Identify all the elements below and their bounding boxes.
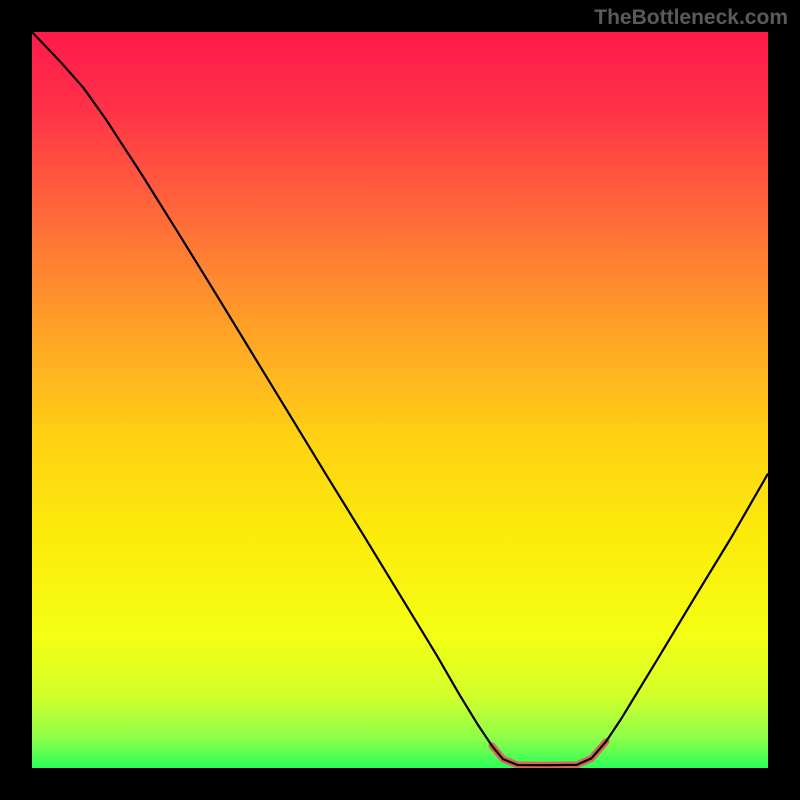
watermark: TheBottleneck.com	[594, 6, 788, 30]
chart-svg	[32, 32, 768, 768]
chart-container: TheBottleneck.com	[0, 0, 800, 800]
plot-area	[32, 32, 768, 768]
